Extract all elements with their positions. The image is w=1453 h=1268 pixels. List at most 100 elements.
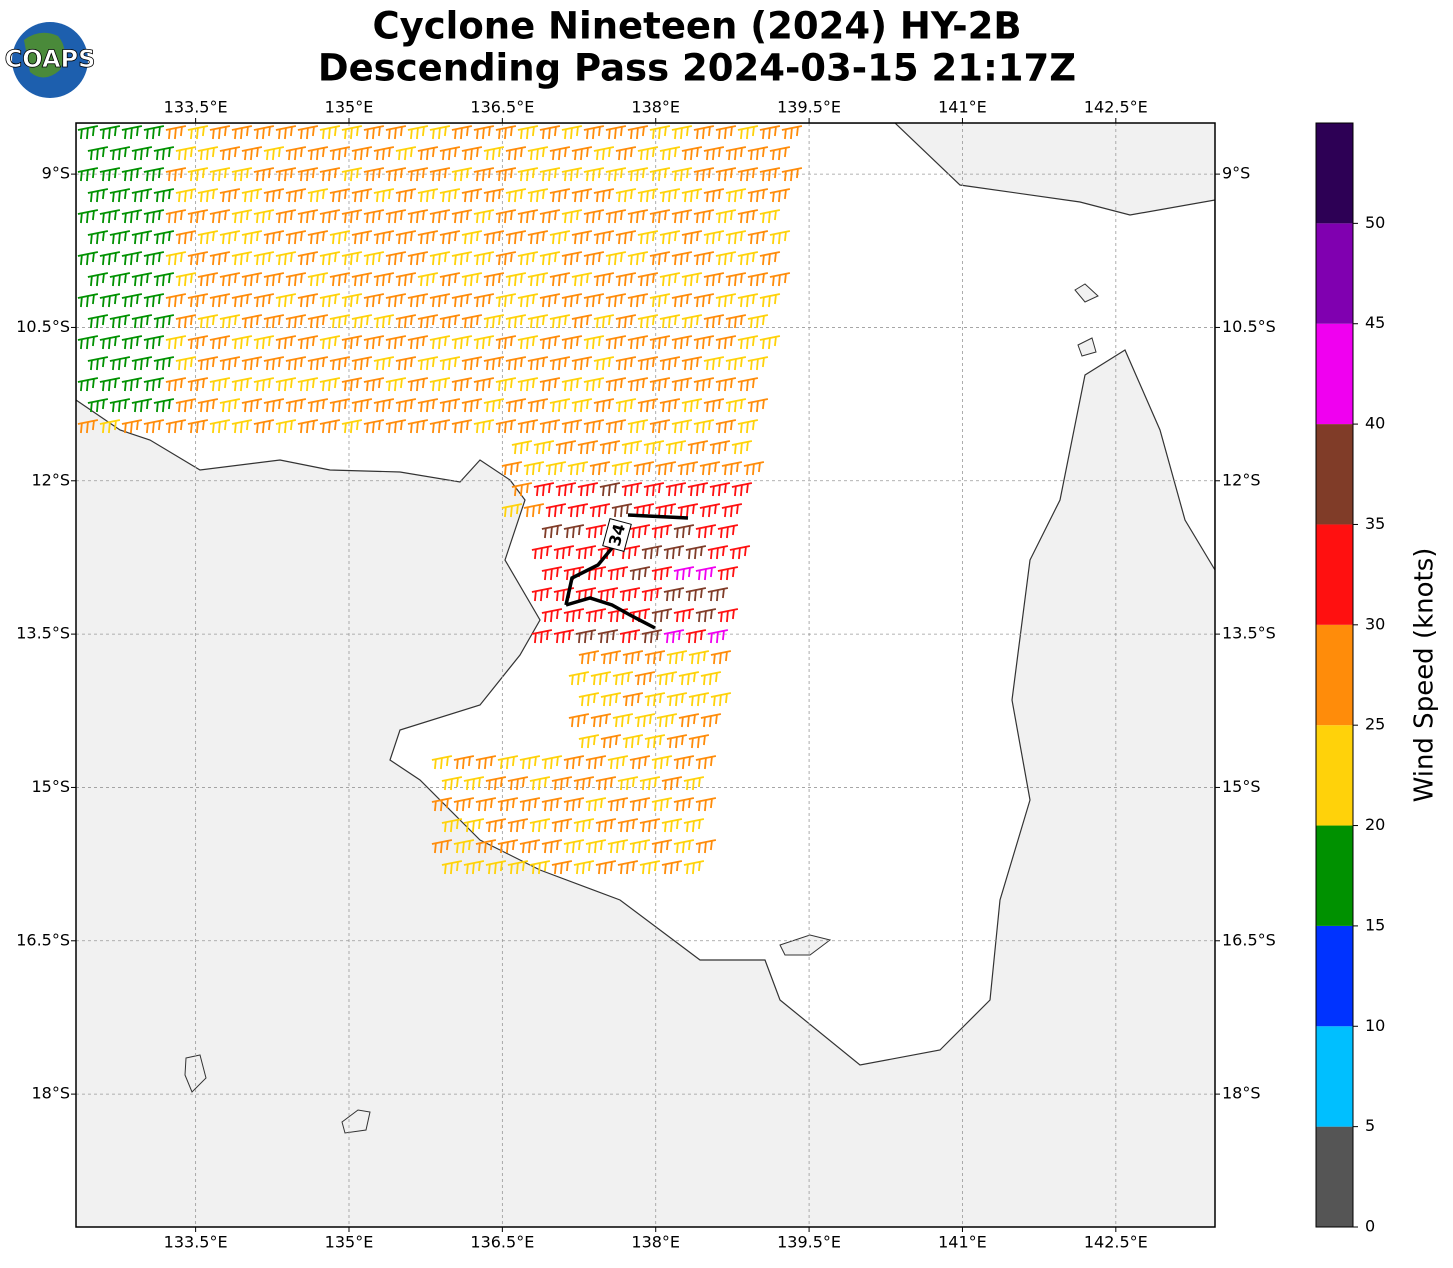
- barb-glyph: [441, 860, 463, 875]
- wind-barb: [617, 818, 639, 833]
- barb-glyph: [539, 377, 561, 392]
- wind-barb: [505, 398, 527, 413]
- barb-glyph: [87, 398, 109, 413]
- wind-barb: [307, 146, 329, 161]
- wind-barb: [87, 230, 109, 245]
- barb-glyph: [725, 398, 747, 413]
- wind-barb: [681, 146, 703, 161]
- barb-glyph: [551, 776, 573, 791]
- wind-barb: [612, 671, 634, 686]
- barb-glyph: [307, 314, 329, 329]
- wind-barb: [561, 251, 583, 266]
- barb-glyph: [385, 167, 407, 182]
- wind-barb: [600, 650, 622, 665]
- wind-barb: [453, 755, 475, 770]
- wind-barb: [99, 335, 121, 350]
- wind-barb: [165, 419, 187, 434]
- wind-barb: [385, 377, 407, 392]
- barb-glyph: [671, 335, 693, 350]
- wind-barb: [473, 335, 495, 350]
- barb-glyph: [475, 839, 497, 854]
- wind-barb: [441, 818, 463, 833]
- barb-glyph: [607, 797, 629, 812]
- barb-glyph: [197, 356, 219, 371]
- wind-barb: [87, 398, 109, 413]
- wind-barb: [747, 398, 769, 413]
- wind-barb: [99, 251, 121, 266]
- wind-barb: [463, 860, 485, 875]
- wind-barb: [605, 293, 627, 308]
- wind-barb: [77, 377, 99, 392]
- barb-glyph: [109, 188, 131, 203]
- barb-glyph: [429, 125, 451, 140]
- barb-glyph: [561, 419, 583, 434]
- wind-barb: [571, 146, 593, 161]
- wind-barb: [617, 860, 639, 875]
- barb-glyph: [688, 734, 710, 749]
- barb-glyph: [659, 272, 681, 287]
- barb-glyph: [641, 587, 663, 602]
- barb-glyph: [209, 335, 231, 350]
- wind-barb: [619, 587, 641, 602]
- wind-barb: [329, 314, 351, 329]
- wind-barb: [571, 272, 593, 287]
- barb-glyph: [461, 356, 483, 371]
- barb-glyph: [549, 398, 571, 413]
- barb-glyph: [600, 692, 622, 707]
- wind-barb: [231, 209, 253, 224]
- wind-barb: [641, 587, 663, 602]
- wind-barb: [583, 293, 605, 308]
- barb-glyph: [373, 398, 395, 413]
- barb-glyph: [385, 209, 407, 224]
- wind-barb: [431, 797, 453, 812]
- barb-glyph: [407, 377, 429, 392]
- wind-barb: [143, 167, 165, 182]
- barb-glyph: [429, 335, 451, 350]
- barb-glyph: [417, 272, 439, 287]
- barb-glyph: [495, 167, 517, 182]
- barb-glyph: [395, 188, 417, 203]
- wind-barb: [700, 713, 722, 728]
- wind-barb: [263, 272, 285, 287]
- barb-glyph: [715, 251, 737, 266]
- wind-barb: [153, 398, 175, 413]
- barb-glyph: [363, 125, 385, 140]
- barb-glyph: [121, 293, 143, 308]
- barb-glyph: [275, 419, 297, 434]
- wind-barb: [561, 125, 583, 140]
- wind-barb: [769, 188, 791, 203]
- wind-barb: [497, 797, 519, 812]
- wind-barb: [671, 125, 693, 140]
- wind-barb: [617, 776, 639, 791]
- wind-barb: [715, 251, 737, 266]
- barb-glyph: [687, 440, 709, 455]
- barb-glyph: [77, 419, 99, 434]
- barb-glyph: [153, 314, 175, 329]
- wind-barb: [463, 818, 485, 833]
- barb-glyph: [573, 818, 595, 833]
- barb-glyph: [473, 209, 495, 224]
- barb-glyph: [441, 776, 463, 791]
- barb-glyph: [527, 230, 549, 245]
- wind-barb: [263, 188, 285, 203]
- barb-glyph: [593, 272, 615, 287]
- wind-barb: [637, 146, 659, 161]
- wind-barb: [666, 692, 688, 707]
- wind-barb: [527, 272, 549, 287]
- wind-barb: [695, 608, 717, 623]
- barb-glyph: [461, 146, 483, 161]
- wind-barb: [197, 314, 219, 329]
- barb-glyph: [678, 713, 700, 728]
- wind-barb: [109, 272, 131, 287]
- wind-barb: [285, 356, 307, 371]
- barb-glyph: [621, 482, 643, 497]
- barb-glyph: [483, 398, 505, 413]
- wind-barb: [307, 356, 329, 371]
- barb-glyph: [263, 272, 285, 287]
- wind-barb: [585, 524, 607, 539]
- wind-barb: [681, 188, 703, 203]
- wind-barb: [622, 650, 644, 665]
- barb-glyph: [571, 188, 593, 203]
- colorbar-bin: [1316, 725, 1353, 826]
- wind-barb: [329, 146, 351, 161]
